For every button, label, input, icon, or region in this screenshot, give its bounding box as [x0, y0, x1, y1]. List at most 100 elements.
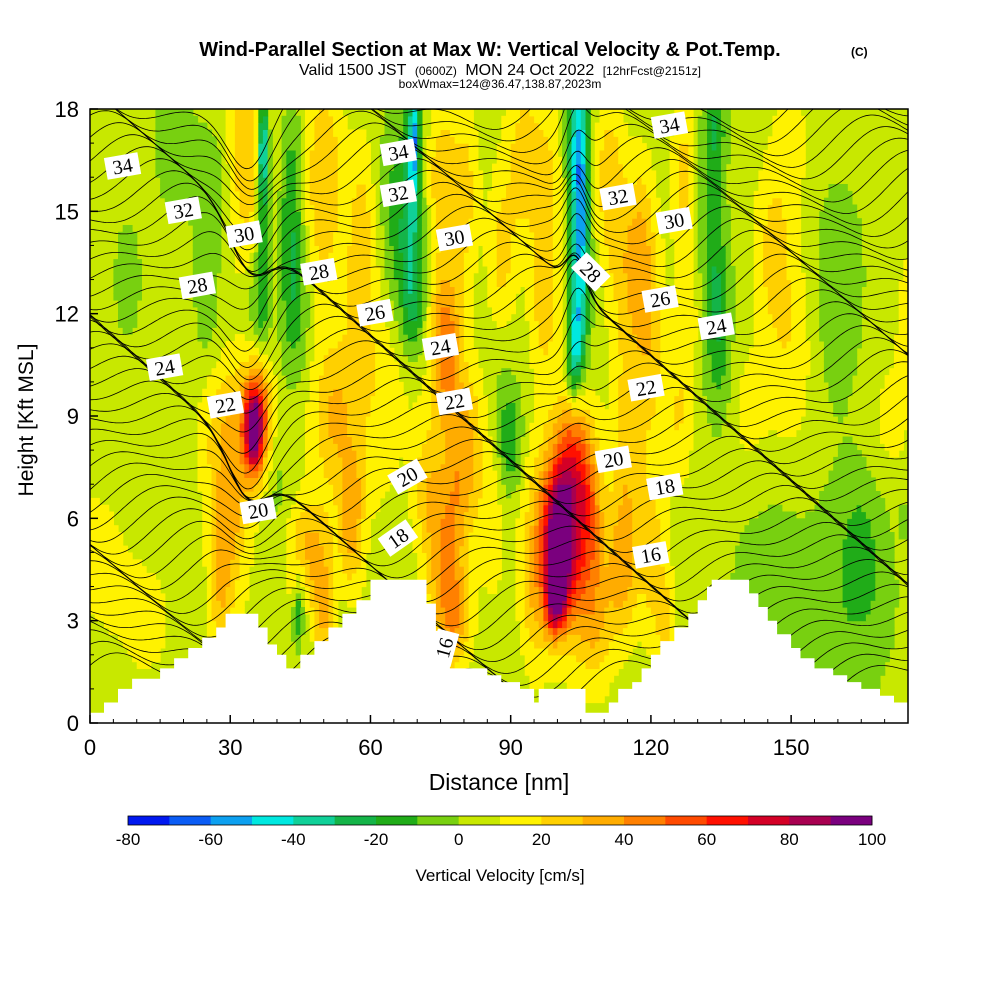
velocity-cell	[267, 409, 273, 417]
velocity-cell	[538, 504, 544, 513]
velocity-cell	[566, 293, 573, 301]
velocity-cell	[562, 122, 568, 130]
velocity-cell	[398, 238, 409, 246]
theta-label: 22	[435, 387, 474, 416]
velocity-cell	[319, 436, 334, 444]
velocity-cell	[683, 416, 694, 424]
velocity-cell	[571, 470, 582, 478]
velocity-cell	[309, 375, 320, 383]
velocity-cell	[305, 129, 315, 137]
velocity-cell	[262, 443, 269, 451]
velocity-cell	[421, 545, 432, 553]
velocity-cell	[365, 422, 432, 431]
theta-label: 34	[103, 152, 142, 180]
velocity-cell	[305, 422, 320, 431]
velocity-cell	[725, 279, 736, 287]
velocity-cell	[702, 109, 708, 117]
velocity-cell	[468, 225, 498, 233]
velocity-cell	[552, 504, 573, 513]
velocity-cell	[365, 416, 432, 424]
velocity-cell	[309, 395, 320, 403]
velocity-cell	[417, 238, 423, 246]
velocity-cell	[580, 422, 591, 431]
velocity-cell	[468, 579, 498, 588]
velocity-cell	[599, 525, 605, 533]
velocity-cell	[211, 545, 217, 553]
velocity-cell	[566, 395, 573, 403]
velocity-cell	[230, 177, 236, 185]
velocity-cell	[524, 456, 535, 465]
velocity-cell	[421, 388, 432, 397]
velocity-cell	[524, 532, 530, 540]
velocity-cell	[90, 572, 156, 581]
velocity-cell	[333, 538, 339, 547]
velocity-cell	[286, 190, 297, 199]
velocity-cell	[781, 211, 802, 219]
theta-label-text: 32	[172, 199, 196, 224]
velocity-cell	[216, 538, 236, 547]
velocity-cell	[566, 204, 573, 212]
velocity-cell	[262, 361, 273, 369]
velocity-cell	[431, 163, 470, 171]
velocity-cell	[440, 245, 470, 253]
velocity-cell	[534, 552, 540, 560]
velocity-cell	[267, 177, 273, 185]
velocity-cell	[884, 381, 908, 390]
velocity-cell	[702, 300, 708, 308]
velocity-cell	[833, 456, 867, 465]
velocity-cell	[431, 593, 437, 601]
velocity-cell	[721, 381, 731, 390]
velocity-cell	[412, 115, 418, 124]
velocity-cell	[585, 470, 591, 478]
velocity-cell	[407, 225, 418, 233]
velocity-cell	[281, 156, 287, 165]
velocity-cell	[767, 286, 792, 294]
velocity-cell	[337, 504, 343, 513]
theta-label: 16	[429, 628, 460, 668]
velocity-cell	[585, 463, 591, 472]
velocity-cell	[585, 545, 596, 553]
velocity-cell	[632, 566, 666, 574]
velocity-cell	[426, 184, 432, 192]
velocity-cell	[384, 272, 395, 281]
velocity-cell	[660, 306, 699, 315]
velocity-cell	[552, 170, 563, 178]
theta-label: 32	[164, 196, 202, 225]
velocity-cell	[267, 184, 273, 192]
velocity-cell	[566, 136, 573, 144]
velocity-cell	[220, 600, 227, 608]
velocity-cell	[571, 122, 577, 130]
theta-label: 20	[594, 445, 632, 474]
velocity-cell	[524, 538, 530, 547]
velocity-cell	[548, 648, 610, 656]
velocity-cell	[445, 450, 474, 458]
velocity-cell	[295, 593, 301, 601]
velocity-cell	[417, 149, 423, 158]
velocity-cell	[398, 225, 409, 233]
velocity-cell	[618, 450, 647, 458]
velocity-cell	[697, 143, 708, 151]
velocity-cell	[473, 436, 484, 444]
velocity-cell	[898, 286, 908, 294]
velocity-cell	[248, 300, 259, 308]
velocity-cell	[538, 443, 549, 451]
velocity-cell	[309, 361, 325, 369]
velocity-cell	[725, 245, 731, 253]
velocity-cell	[403, 300, 418, 308]
velocity-cell	[702, 279, 708, 287]
velocity-cell	[333, 593, 362, 601]
velocity-cell	[300, 259, 306, 267]
velocity-cell	[707, 231, 722, 240]
velocity-cell	[407, 491, 418, 499]
velocity-cell	[707, 204, 722, 212]
velocity-cell	[440, 552, 456, 560]
velocity-cell	[599, 204, 652, 212]
velocity-cell	[880, 422, 908, 431]
velocity-cell	[309, 566, 329, 574]
velocity-cell	[445, 429, 474, 437]
velocity-cell	[632, 497, 657, 506]
velocity-cell	[277, 477, 283, 485]
velocity-cell	[211, 538, 217, 547]
velocity-cell	[608, 375, 619, 383]
velocity-cell	[823, 375, 853, 383]
